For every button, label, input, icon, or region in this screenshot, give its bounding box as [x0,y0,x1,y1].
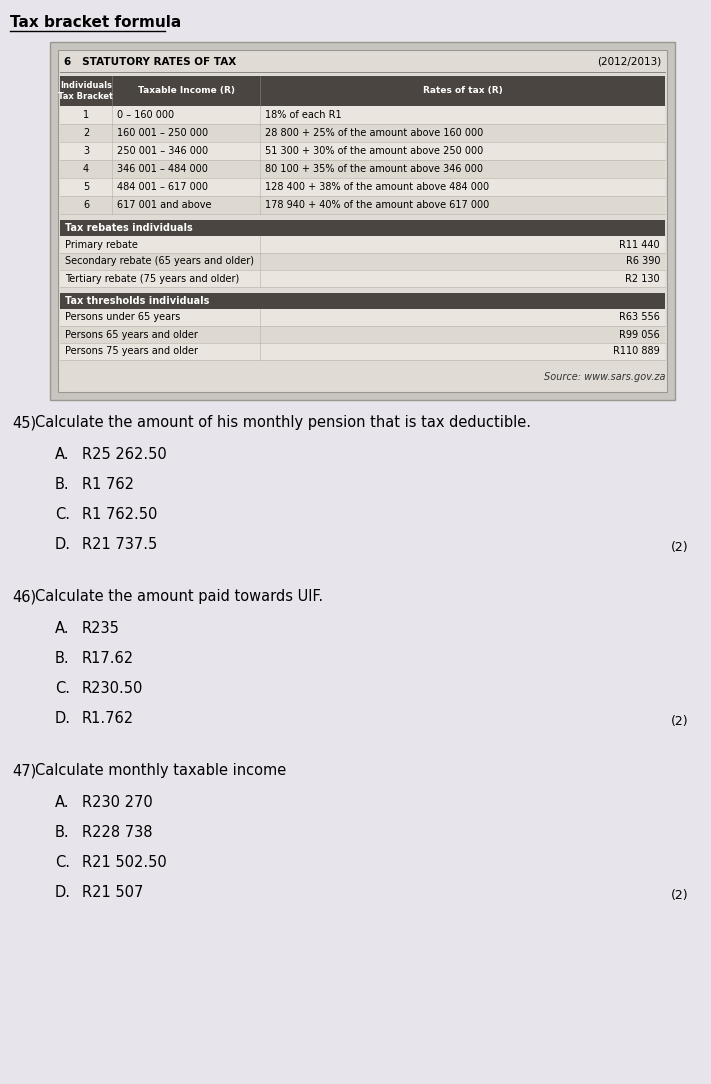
Bar [60,214,665,220]
Text: B.: B. [55,477,70,492]
Text: Individuals
Tax Bracket: Individuals Tax Bracket [58,81,114,101]
Text: 250 001 – 346 000: 250 001 – 346 000 [117,146,208,156]
Text: 80 100 + 35% of the amount above 346 000: 80 100 + 35% of the amount above 346 000 [265,164,483,175]
Text: (2012/2013): (2012/2013) [597,57,661,67]
Text: 5: 5 [83,182,89,192]
Text: R17.62: R17.62 [82,651,134,666]
Text: D.: D. [55,711,71,726]
Bar [60,106,665,124]
Text: (2): (2) [670,889,688,902]
Bar [60,287,665,293]
Text: R21 502.50: R21 502.50 [82,855,167,870]
Bar [58,50,667,392]
Text: Taxable Income (R): Taxable Income (R) [137,87,235,95]
Text: 6: 6 [83,201,89,210]
Bar [60,76,665,106]
Text: C.: C. [55,681,70,696]
Text: 346 001 – 484 000: 346 001 – 484 000 [117,164,208,175]
Text: R228 738: R228 738 [82,825,152,840]
Text: 47): 47) [12,763,36,778]
Text: Persons under 65 years: Persons under 65 years [65,312,181,323]
Text: Primary rebate: Primary rebate [65,240,138,249]
Text: 178 940 + 40% of the amount above 617 000: 178 940 + 40% of the amount above 617 00… [265,201,489,210]
Bar [60,220,665,236]
Text: 2: 2 [83,128,89,138]
Bar [50,42,675,400]
Text: Tertiary rebate (75 years and older): Tertiary rebate (75 years and older) [65,273,239,284]
Text: C.: C. [55,855,70,870]
Text: Tax rebates individuals: Tax rebates individuals [65,223,193,233]
Bar [60,196,665,214]
Bar [60,343,665,360]
Bar [60,160,665,178]
Text: 6   STATUTORY RATES OF TAX: 6 STATUTORY RATES OF TAX [64,57,236,67]
Text: 45): 45) [12,415,36,430]
Text: 51 300 + 30% of the amount above 250 000: 51 300 + 30% of the amount above 250 000 [265,146,483,156]
Bar [60,253,665,270]
Text: Persons 65 years and older: Persons 65 years and older [65,330,198,339]
Bar [60,293,665,309]
Text: Tax bracket formula: Tax bracket formula [10,15,181,30]
Text: 484 001 – 617 000: 484 001 – 617 000 [117,182,208,192]
Text: A.: A. [55,621,70,636]
Text: Calculate monthly taxable income: Calculate monthly taxable income [35,763,287,778]
Text: R11 440: R11 440 [619,240,660,249]
Bar [60,124,665,142]
Text: 28 800 + 25% of the amount above 160 000: 28 800 + 25% of the amount above 160 000 [265,128,483,138]
Text: 4: 4 [83,164,89,175]
Text: A.: A. [55,795,70,810]
Bar [60,178,665,196]
Text: Calculate the amount paid towards UIF.: Calculate the amount paid towards UIF. [35,589,323,604]
Text: D.: D. [55,537,71,552]
Text: 46): 46) [12,589,36,604]
Text: Persons 75 years and older: Persons 75 years and older [65,347,198,357]
Bar [60,326,665,343]
Text: B.: B. [55,651,70,666]
Text: R25 262.50: R25 262.50 [82,447,167,462]
Text: Rates of tax (R): Rates of tax (R) [422,87,503,95]
Text: 617 001 and above: 617 001 and above [117,201,211,210]
Text: R110 889: R110 889 [614,347,660,357]
Text: 128 400 + 38% of the amount above 484 000: 128 400 + 38% of the amount above 484 00… [265,182,489,192]
Text: R6 390: R6 390 [626,257,660,267]
Text: Secondary rebate (65 years and older): Secondary rebate (65 years and older) [65,257,254,267]
Text: 1: 1 [83,109,89,120]
Text: 160 001 – 250 000: 160 001 – 250 000 [117,128,208,138]
Text: (2): (2) [670,715,688,728]
Text: R21 737.5: R21 737.5 [82,537,157,552]
Text: R230.50: R230.50 [82,681,144,696]
Text: 18% of each R1: 18% of each R1 [265,109,341,120]
Text: B.: B. [55,825,70,840]
Text: 3: 3 [83,146,89,156]
Text: R63 556: R63 556 [619,312,660,323]
Text: Calculate the amount of his monthly pension that is tax deductible.: Calculate the amount of his monthly pens… [35,415,531,430]
Text: R1 762.50: R1 762.50 [82,507,157,522]
Text: A.: A. [55,447,70,462]
Bar [60,270,665,287]
Text: R21 507: R21 507 [82,885,144,900]
Text: C.: C. [55,507,70,522]
Text: (2): (2) [670,541,688,554]
Text: R235: R235 [82,621,120,636]
Bar [60,309,665,326]
Text: R1 762: R1 762 [82,477,134,492]
Text: R1.762: R1.762 [82,711,134,726]
Text: Source: www.sars.gov.za: Source: www.sars.gov.za [543,372,665,382]
Text: R99 056: R99 056 [619,330,660,339]
Text: R230 270: R230 270 [82,795,153,810]
Bar [60,142,665,160]
Text: 0 – 160 000: 0 – 160 000 [117,109,174,120]
Text: D.: D. [55,885,71,900]
Bar [60,236,665,253]
Text: Tax thresholds individuals: Tax thresholds individuals [65,296,209,306]
Text: R2 130: R2 130 [626,273,660,284]
